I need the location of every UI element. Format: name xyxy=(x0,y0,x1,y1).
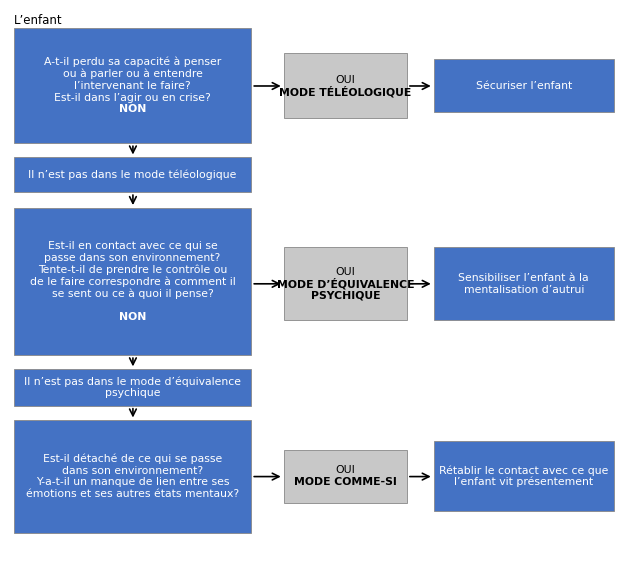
Text: OUI: OUI xyxy=(335,267,355,277)
Text: psychique: psychique xyxy=(105,388,160,398)
FancyBboxPatch shape xyxy=(284,450,407,503)
FancyBboxPatch shape xyxy=(14,208,251,355)
FancyBboxPatch shape xyxy=(14,420,251,533)
Text: l’enfant vit présentement: l’enfant vit présentement xyxy=(454,477,593,487)
FancyBboxPatch shape xyxy=(284,53,407,118)
FancyBboxPatch shape xyxy=(14,369,251,406)
Text: Y-a-t-il un manque de lien entre ses: Y-a-t-il un manque de lien entre ses xyxy=(36,478,229,487)
FancyBboxPatch shape xyxy=(14,157,251,192)
Text: A-t-il perdu sa capacité à penser: A-t-il perdu sa capacité à penser xyxy=(44,57,222,67)
Text: l’intervenant le faire?: l’intervenant le faire? xyxy=(74,81,191,90)
Text: Sécuriser l’enfant: Sécuriser l’enfant xyxy=(475,81,572,90)
FancyBboxPatch shape xyxy=(284,247,407,320)
Text: Il n’est pas dans le mode téléologique: Il n’est pas dans le mode téléologique xyxy=(28,170,237,180)
Text: Sensibiliser l’enfant à la: Sensibiliser l’enfant à la xyxy=(458,273,589,283)
Text: mentalisation d’autrui: mentalisation d’autrui xyxy=(463,285,584,294)
Text: OUI: OUI xyxy=(335,465,355,475)
Text: MODE COMME-SI: MODE COMME-SI xyxy=(294,477,397,487)
Text: ou à parler ou à entendre: ou à parler ou à entendre xyxy=(63,69,203,79)
Text: Est-il dans l’agir ou en crise?: Est-il dans l’agir ou en crise? xyxy=(54,93,211,102)
FancyBboxPatch shape xyxy=(434,441,614,511)
Text: émotions et ses autres états mentaux?: émotions et ses autres états mentaux? xyxy=(26,490,239,499)
FancyBboxPatch shape xyxy=(14,28,251,143)
Text: de le faire correspondre à comment il: de le faire correspondre à comment il xyxy=(30,277,235,287)
Text: MODE D’ÉQUIVALENCE: MODE D’ÉQUIVALENCE xyxy=(277,278,414,289)
Text: Tente-t-il de prendre le contrôle ou: Tente-t-il de prendre le contrôle ou xyxy=(38,265,227,275)
Text: PSYCHIQUE: PSYCHIQUE xyxy=(311,291,380,301)
Text: L’enfant: L’enfant xyxy=(14,14,63,27)
Text: Est-il détaché de ce qui se passe: Est-il détaché de ce qui se passe xyxy=(43,454,222,464)
Text: MODE TÉLÉOLOGIQUE: MODE TÉLÉOLOGIQUE xyxy=(279,86,411,97)
Text: Rétablir le contact avec ce que: Rétablir le contact avec ce que xyxy=(439,465,608,475)
Text: OUI: OUI xyxy=(335,75,355,85)
Text: NON: NON xyxy=(119,105,146,114)
Text: NON: NON xyxy=(119,312,146,322)
Text: se sent ou ce à quoi il pense?: se sent ou ce à quoi il pense? xyxy=(52,288,213,298)
FancyBboxPatch shape xyxy=(434,59,614,112)
Text: Est-il en contact avec ce qui se: Est-il en contact avec ce qui se xyxy=(47,241,218,251)
Text: dans son environnement?: dans son environnement? xyxy=(62,466,203,475)
FancyBboxPatch shape xyxy=(434,247,614,320)
Text: passe dans son environnement?: passe dans son environnement? xyxy=(44,253,221,263)
Text: Il n’est pas dans le mode d’équivalence: Il n’est pas dans le mode d’équivalence xyxy=(24,377,241,387)
